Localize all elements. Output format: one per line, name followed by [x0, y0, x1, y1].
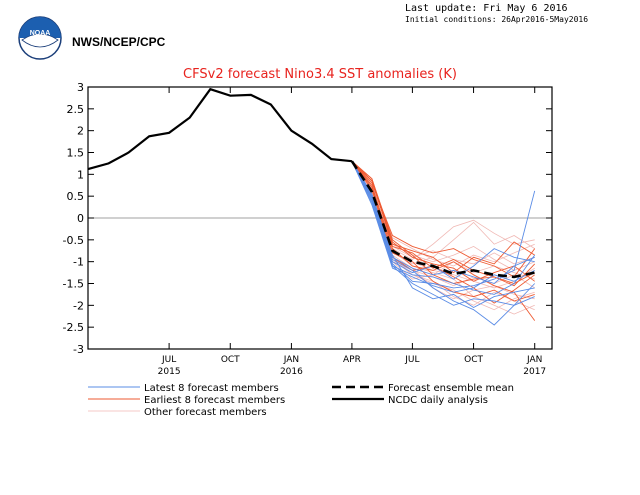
forecast-member-line-latest [351, 160, 535, 280]
last-update-text: Last update: Fri May 6 2016 [405, 3, 568, 14]
noaa-logo-text: NOAA [30, 30, 51, 37]
x-tick-label: JAN [526, 355, 542, 365]
y-tick-label: 2.5 [67, 103, 85, 116]
legend-label-analysis: NCDC daily analysis [388, 395, 488, 406]
legend-label-latest: Latest 8 forecast members [144, 383, 279, 394]
y-tick-label: 0.5 [67, 190, 85, 203]
y-tick-label: 1.5 [67, 147, 85, 160]
forecast-member-line-latest [351, 161, 535, 293]
forecast-member-line-latest [351, 161, 536, 306]
y-tick-label: -3 [73, 343, 84, 356]
y-tick-label: 0 [77, 212, 84, 225]
y-tick-label: -1 [73, 256, 84, 269]
plot-area [87, 87, 552, 326]
legend-label-other: Other forecast members [144, 407, 267, 418]
y-tick-label: 2 [77, 125, 84, 138]
x-tick-label: JAN [283, 355, 299, 365]
y-tick-label: -1.5 [63, 278, 84, 291]
x-tick-year-label: 2017 [523, 367, 546, 377]
y-tick-label: -0.5 [63, 234, 84, 247]
forecast-member-line-earliest [351, 160, 535, 302]
x-tick-year-label: 2016 [280, 367, 303, 377]
x-tick-label: JUL [404, 355, 419, 365]
x-tick-label: OCT [221, 355, 240, 365]
x-tick-label: OCT [464, 355, 483, 365]
legend-label-mean: Forecast ensemble mean [388, 383, 514, 394]
y-tick-label: 1 [77, 168, 84, 181]
y-tick-label: -2 [73, 299, 84, 312]
y-tick-label: 3 [77, 81, 84, 94]
noaa-logo-icon: NOAA [18, 16, 62, 60]
chart-title: CFSv2 forecast Nino3.4 SST anomalies (K) [183, 67, 457, 82]
forecast-member-line-earliest [351, 160, 535, 304]
forecast-member-line-earliest [351, 160, 536, 278]
x-tick-label: JUL [161, 355, 176, 365]
forecast-member-line-earliest [351, 160, 536, 287]
observed-series-line [87, 87, 353, 171]
axes: -3 -2.5 -2 -1.5 -1 -0.5 0 0.5 1 1.5 2 2.5 3 JUL 2015 OC… [63, 81, 553, 377]
x-tick-label: APR [343, 355, 361, 365]
legend-label-earliest: Earliest 8 forecast members [144, 395, 285, 406]
forecast-member-line-latest [351, 160, 535, 309]
forecast-member-line-latest [351, 160, 535, 326]
ensemble-mean-line [350, 160, 535, 279]
initial-conditions-text: Initial conditions: 26Apr2016-5May2016 [405, 15, 589, 24]
y-tick-label: -2.5 [63, 321, 84, 334]
x-tick-year-label: 2015 [158, 367, 181, 377]
agency-label: NWS/NCEP/CPC [72, 35, 166, 49]
